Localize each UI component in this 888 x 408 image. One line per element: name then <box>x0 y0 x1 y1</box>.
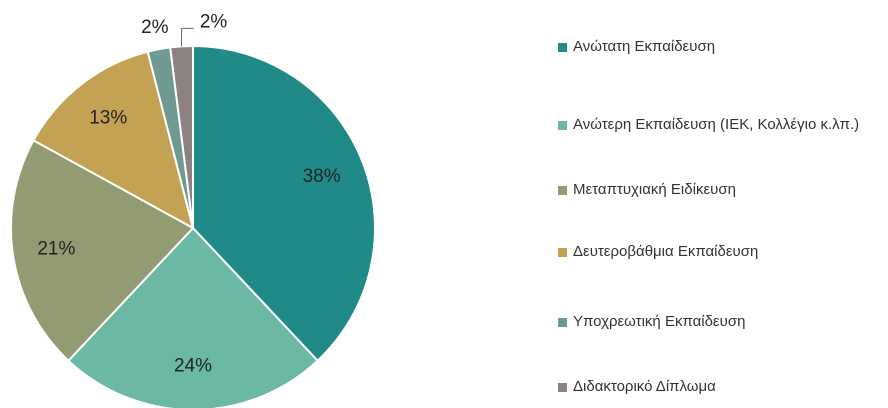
legend-item: Διδακτορικό Δίπλωμα <box>558 377 878 397</box>
legend-item: Ανώτατη Εκπαίδευση <box>558 37 878 57</box>
legend-item: Ανώτερη Εκπαίδευση (ΙΕΚ, Κολλέγιο κ.λπ.) <box>558 115 878 135</box>
legend-swatch <box>558 43 567 52</box>
legend-label: Ανώτατη Εκπαίδευση <box>573 38 716 55</box>
legend-swatch <box>558 121 567 130</box>
legend-swatch <box>558 318 567 327</box>
data-label: 13% <box>89 108 127 129</box>
data-label: 2% <box>200 11 228 32</box>
legend-label: Μεταπτυχιακή Ειδίκευση <box>573 181 736 198</box>
legend-item: Δευτεροβάθμια Εκπαίδευση <box>558 242 878 262</box>
data-label: 2% <box>141 17 169 38</box>
legend-item: Υποχρεωτική Εκπαίδευση <box>558 312 878 332</box>
legend-label: Υποχρεωτική Εκπαίδευση <box>573 313 746 330</box>
legend-label: Διδακτορικό Δίπλωμα <box>573 378 716 395</box>
data-label: 21% <box>37 239 75 260</box>
legend-swatch <box>558 383 567 392</box>
legend-label: Ανώτερη Εκπαίδευση (ΙΕΚ, Κολλέγιο κ.λπ.) <box>573 116 860 133</box>
legend-item: Μεταπτυχιακή Ειδίκευση <box>558 180 878 200</box>
pie-slice <box>10 138 195 363</box>
pie-slice <box>192 44 376 363</box>
pie-slice <box>32 50 195 230</box>
data-label: 38% <box>303 166 341 187</box>
pie-slice <box>66 226 320 408</box>
leader-line <box>181 27 194 47</box>
data-label: 24% <box>174 355 212 376</box>
legend-swatch <box>558 186 567 195</box>
legend-label: Δευτεροβάθμια Εκπαίδευση <box>573 243 759 260</box>
legend-swatch <box>558 248 567 257</box>
